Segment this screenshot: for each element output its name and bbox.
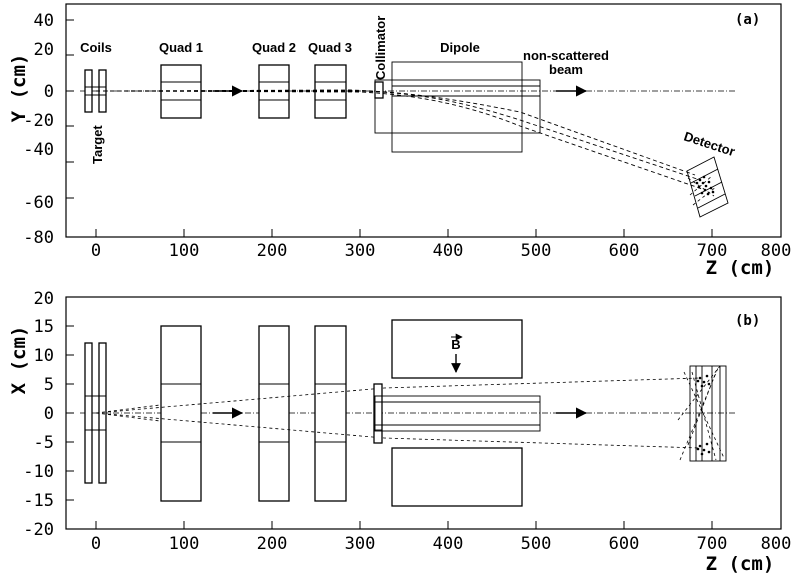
z-tick-label: 400 — [433, 241, 464, 261]
dipole-chamber — [375, 396, 540, 431]
detector-b — [678, 366, 726, 461]
detector-a — [687, 157, 728, 217]
x-tick-label: -15 — [23, 491, 54, 511]
non-scattered-label: non-scattered — [523, 48, 609, 63]
y-tick-label: 20 — [34, 40, 54, 60]
y-tick-label: 40 — [34, 11, 54, 31]
x-tick-label: -20 — [23, 520, 54, 540]
dipole-label: Dipole — [440, 40, 480, 55]
x-tick-label: -10 — [23, 462, 54, 482]
coils-label: Coils — [80, 40, 112, 55]
x-tick-label: -5 — [34, 433, 54, 453]
collimator — [375, 82, 383, 98]
panel-a-y-ticks: 40 20 0 -20 -40 -60 -80 — [23, 11, 54, 248]
panel-b-z-ticks: 0 100 200 300 400 500 600 700 800 — [91, 534, 791, 554]
z-tick-label: 0 — [91, 534, 101, 554]
panel-b-label: (b) — [735, 313, 760, 329]
z-tick-label: 800 — [761, 534, 792, 554]
y-tick-label: -40 — [23, 140, 54, 160]
y-tick-label: -80 — [23, 228, 54, 248]
z-tick-label: 500 — [521, 241, 552, 261]
panel-a-label: (a) — [735, 12, 760, 28]
collimator-label: Collimator — [373, 16, 388, 80]
quad3-magnet — [315, 326, 346, 501]
z-tick-label: 300 — [345, 241, 376, 261]
z-axis-title: Z (cm) — [706, 257, 775, 279]
quad2-magnet — [259, 326, 289, 501]
z-tick-label: 0 — [91, 241, 101, 261]
z-axis-title: Z (cm) — [706, 553, 775, 575]
quad1-magnet — [161, 326, 201, 501]
x-axis-title: X (cm) — [8, 326, 30, 395]
panel-b: 20 15 10 5 0 -5 -10 -15 -20 X (cm) 0 100… — [8, 289, 791, 575]
y-axis-title: Y (cm) — [8, 54, 30, 123]
dipole-lower-pole — [392, 448, 522, 506]
coil-downstream — [99, 343, 106, 483]
coil-upstream — [85, 343, 92, 483]
dipole-magnet — [392, 62, 522, 152]
panel-a-z-ticks: 0 100 200 300 400 500 600 700 800 — [91, 241, 791, 261]
z-tick-label: 200 — [257, 241, 288, 261]
dipole-chamber — [375, 80, 540, 133]
z-tick-label: 300 — [345, 534, 376, 554]
detector-label: Detector — [682, 129, 737, 160]
z-tick-label: 600 — [609, 534, 640, 554]
beam-label: beam — [549, 62, 583, 77]
coil-upstream — [85, 70, 92, 112]
x-tick-label: 10 — [34, 346, 54, 366]
z-tick-label: 400 — [433, 534, 464, 554]
quad2-label: Quad 2 — [252, 40, 296, 55]
y-tick-label: 0 — [44, 82, 54, 102]
x-tick-label: 20 — [34, 289, 54, 309]
x-tick-label: 5 — [44, 375, 54, 395]
z-tick-label: 100 — [169, 241, 200, 261]
z-tick-label: 700 — [697, 534, 728, 554]
panel-a-frame — [66, 4, 781, 237]
y-tick-label: -60 — [23, 193, 54, 213]
quad1-label: Quad 1 — [159, 40, 203, 55]
z-tick-label: 600 — [609, 241, 640, 261]
z-tick-label: 500 — [521, 534, 552, 554]
quad3-label: Quad 3 — [308, 40, 352, 55]
x-tick-label: 15 — [34, 317, 54, 337]
target-label: Target — [90, 125, 105, 164]
x-tick-label: 0 — [44, 404, 54, 424]
z-tick-label: 100 — [169, 534, 200, 554]
panel-a: 40 20 0 -20 -40 -60 -80 Y (cm) 0 100 200… — [8, 4, 791, 279]
z-tick-label: 200 — [257, 534, 288, 554]
field-label: B — [451, 337, 460, 352]
